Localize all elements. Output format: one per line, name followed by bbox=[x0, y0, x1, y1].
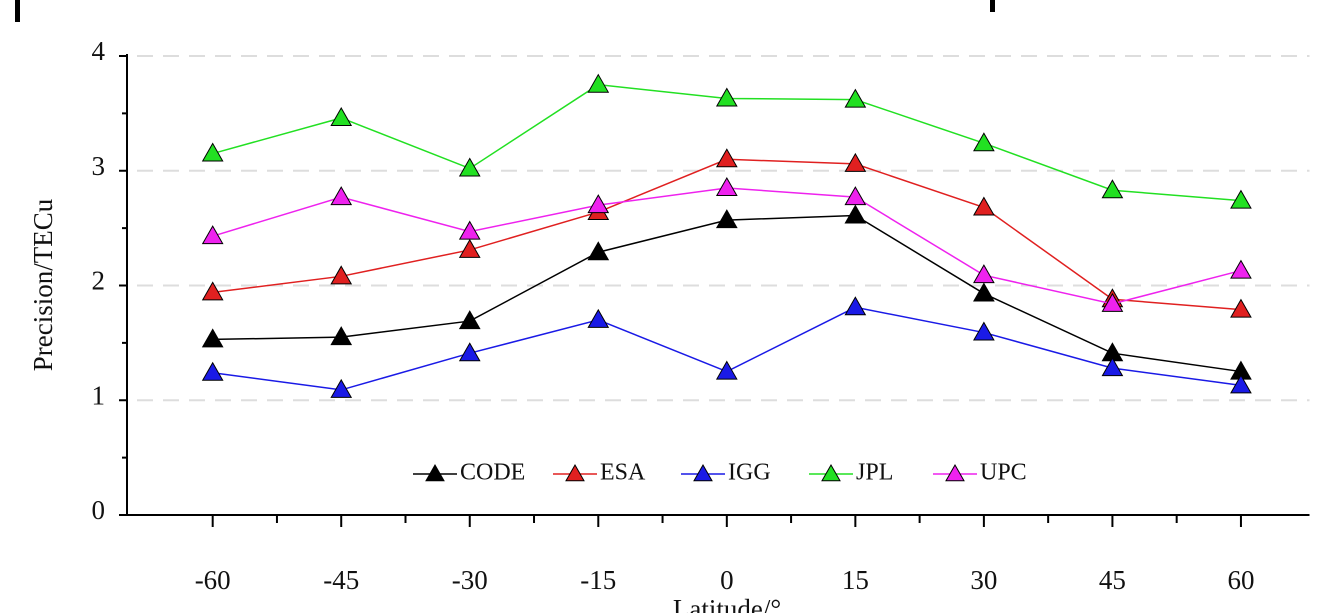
data-point bbox=[587, 73, 610, 93]
data-point bbox=[458, 157, 481, 177]
y-tick-label: 0 bbox=[92, 495, 106, 525]
data-point bbox=[973, 282, 995, 302]
x-tick-label: 45 bbox=[1099, 565, 1126, 595]
data-point bbox=[201, 361, 224, 381]
data-point bbox=[587, 241, 610, 261]
x-tick-label: -30 bbox=[452, 565, 488, 595]
data-point bbox=[973, 264, 995, 284]
legend-marker bbox=[821, 463, 841, 482]
data-point bbox=[973, 321, 995, 341]
series-line bbox=[212, 214, 1242, 373]
data-point bbox=[330, 106, 353, 126]
y-tick-label: 4 bbox=[92, 36, 106, 66]
decoration bbox=[990, 0, 995, 12]
legend-label: JPL bbox=[856, 460, 893, 486]
data-point bbox=[201, 281, 224, 301]
data-point bbox=[844, 186, 867, 206]
x-tick-label: 0 bbox=[720, 565, 734, 595]
data-point bbox=[458, 310, 481, 330]
data-point bbox=[1101, 179, 1124, 199]
data-point bbox=[844, 204, 867, 224]
data-point bbox=[458, 238, 481, 258]
y-tick-label: 1 bbox=[92, 380, 106, 410]
data-point bbox=[715, 360, 738, 380]
x-axis-label: Latitude/° bbox=[673, 594, 781, 613]
data-point bbox=[330, 265, 353, 285]
data-point bbox=[458, 342, 481, 362]
data-point bbox=[1230, 374, 1252, 394]
data-point bbox=[587, 194, 610, 214]
data-point bbox=[1230, 259, 1252, 279]
data-point bbox=[201, 328, 224, 348]
data-point bbox=[1230, 189, 1252, 209]
data-point bbox=[844, 88, 867, 108]
x-tick-label: -60 bbox=[195, 565, 231, 595]
data-point bbox=[715, 209, 738, 229]
data-point bbox=[1101, 357, 1124, 377]
data-point bbox=[330, 186, 353, 206]
legend-marker bbox=[565, 463, 585, 482]
data-point bbox=[715, 87, 738, 107]
y-axis-label: Precision/TECu bbox=[28, 198, 58, 371]
legend-label: ESA bbox=[600, 460, 646, 486]
data-point bbox=[201, 142, 224, 162]
legend-label: CODE bbox=[460, 460, 525, 486]
legend-label: UPC bbox=[980, 460, 1027, 486]
legend-marker bbox=[425, 463, 445, 482]
data-point bbox=[1230, 298, 1252, 318]
data-point bbox=[1101, 292, 1124, 312]
data-point bbox=[330, 326, 353, 346]
y-tick-label: 3 bbox=[92, 151, 106, 181]
data-point bbox=[201, 225, 224, 245]
x-tick-label: -15 bbox=[580, 565, 616, 595]
x-tick-label: 60 bbox=[1227, 565, 1254, 595]
legend-marker bbox=[945, 463, 965, 482]
data-point bbox=[587, 308, 610, 328]
legend-label: IGG bbox=[728, 460, 771, 486]
data-point bbox=[973, 132, 995, 152]
legend-marker bbox=[693, 463, 713, 482]
data-point bbox=[458, 220, 481, 240]
x-tick-label: 30 bbox=[970, 565, 997, 595]
x-tick-label: -45 bbox=[323, 565, 359, 595]
data-point bbox=[844, 296, 867, 316]
y-tick-label: 2 bbox=[92, 266, 106, 296]
data-point bbox=[330, 378, 353, 398]
decoration bbox=[15, 0, 20, 22]
data-point bbox=[973, 196, 995, 216]
x-tick-label: 15 bbox=[842, 565, 869, 595]
data-point bbox=[715, 176, 738, 196]
data-point bbox=[715, 148, 738, 168]
data-point bbox=[844, 152, 867, 172]
